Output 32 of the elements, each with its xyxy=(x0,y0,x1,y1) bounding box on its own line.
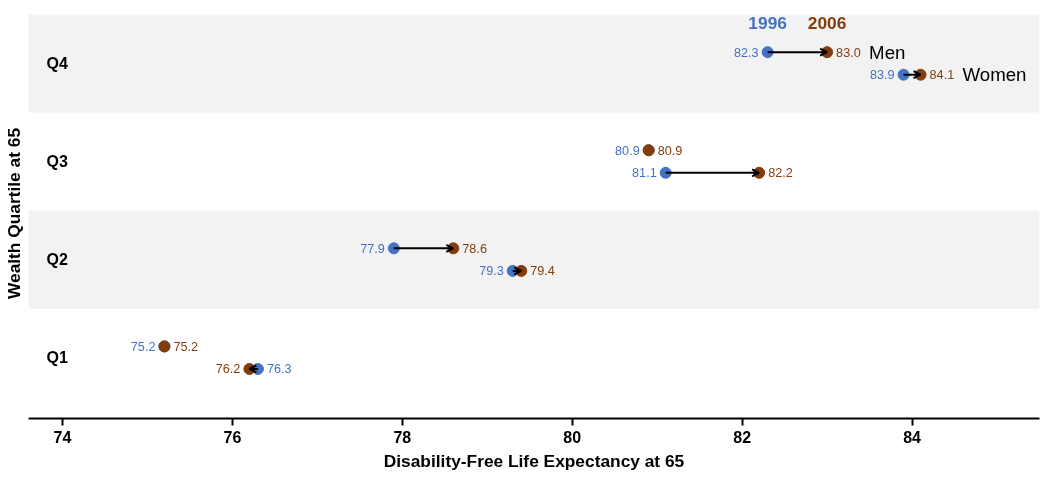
data-label: 76.2 xyxy=(215,362,241,377)
x-axis-title: Disability-Free Life Expectancy at 65 xyxy=(383,450,685,471)
data-label: 79.4 xyxy=(530,264,555,279)
annotation: Men xyxy=(869,41,906,63)
x-tick-label: 74 xyxy=(53,428,72,446)
series-label: 2006 xyxy=(807,12,847,33)
y-tick-label: Q2 xyxy=(46,251,68,269)
data-label: 76.3 xyxy=(266,362,292,377)
annotation: Women xyxy=(962,64,1027,86)
data-label: 77.9 xyxy=(360,241,385,256)
data-label: 83.9 xyxy=(869,68,895,83)
x-tick-label: 84 xyxy=(903,428,922,446)
x-tick-label: 82 xyxy=(733,428,752,446)
data-label: 80.9 xyxy=(615,143,640,158)
series-label: 1996 xyxy=(748,12,788,33)
y-axis-title: Wealth Quartile at 65 xyxy=(3,127,24,300)
data-label: 84.1 xyxy=(929,68,955,83)
x-tick-label: 78 xyxy=(393,428,412,446)
data-label: 80.9 xyxy=(657,143,683,158)
data-label: 78.6 xyxy=(462,241,487,256)
x-tick-label: 80 xyxy=(563,428,582,446)
y-tick-label: Q1 xyxy=(46,349,68,367)
data-label: 75.2 xyxy=(130,339,156,354)
y-tick-label: Q4 xyxy=(46,54,68,72)
data-label: 75.2 xyxy=(173,339,199,354)
y-tick-label: Q3 xyxy=(46,153,68,171)
data-label: 83.0 xyxy=(836,45,861,60)
data-label: 81.1 xyxy=(632,166,657,181)
data-label: 82.2 xyxy=(768,166,793,181)
x-tick-label: 76 xyxy=(223,428,242,446)
data-label: 82.3 xyxy=(734,45,759,60)
data-label: 79.3 xyxy=(479,264,504,279)
